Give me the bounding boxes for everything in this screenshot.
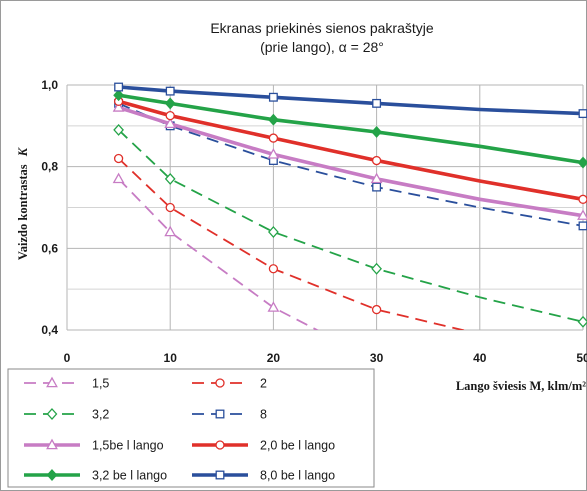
data-point-marker <box>114 82 124 92</box>
legend-swatch-marker <box>46 376 58 388</box>
legend-label: 1,5 <box>92 377 109 391</box>
data-point-marker <box>165 110 175 121</box>
data-point-marker <box>372 98 382 108</box>
series-1-5 <box>112 172 320 330</box>
chart-title-line-2: (prie lango), α = 28° <box>260 39 384 55</box>
legend-label: 3,2 <box>92 408 109 422</box>
x-axis-label: Lango šviesis M, klm/m² <box>456 379 586 393</box>
x-tick-label: 40 <box>473 351 487 365</box>
legend-label: 2,0 be l lango <box>260 439 335 453</box>
legend-label: 8 <box>260 408 267 422</box>
legend-label: 3,2 be l lango <box>92 469 167 483</box>
data-point-marker <box>268 92 278 102</box>
legend-swatch-marker <box>215 440 225 450</box>
legend-label: 8,0 be l lango <box>260 469 335 483</box>
legend-item: 3,2 be l lango <box>24 469 167 483</box>
y-axis-label: Vaizdo kontrastas K <box>16 146 30 260</box>
x-tick-label: 20 <box>267 351 281 365</box>
legend-item: 8,0 be l lango <box>192 469 335 483</box>
data-point-marker <box>268 226 279 238</box>
legend-item: 1,5be l lango <box>24 439 164 453</box>
plot-series <box>112 82 587 330</box>
axis-ticks: 0 10 20 30 40 50 0,4 0,6 0,8 1,0 <box>41 78 587 365</box>
data-point-marker <box>267 148 280 159</box>
legend-swatch-marker <box>46 438 58 450</box>
legend-item: 2 <box>192 377 267 391</box>
legend-box <box>7 368 375 488</box>
series-line <box>118 99 584 202</box>
y-tick-label: 0,4 <box>41 323 58 337</box>
data-point-marker <box>113 123 124 136</box>
x-tick-label: 0 <box>64 351 71 365</box>
legend-swatch-marker <box>46 408 58 420</box>
data-point-marker <box>577 209 587 220</box>
legend-swatch-marker <box>215 378 225 388</box>
legend-swatch-marker <box>215 470 225 480</box>
y-tick-label: 0,6 <box>41 241 58 255</box>
data-point-marker <box>577 315 587 328</box>
data-point-marker <box>164 117 177 129</box>
data-point-marker <box>113 89 124 102</box>
legend-label: 2 <box>260 377 267 391</box>
data-point-marker <box>268 133 279 143</box>
data-point-marker <box>578 194 587 204</box>
legend-item: 8 <box>192 408 267 422</box>
data-point-marker <box>268 264 279 274</box>
series-line <box>118 105 584 218</box>
series-3-2-be-l-lango <box>113 89 587 169</box>
y-tick-label: 1,0 <box>41 78 58 92</box>
data-point-marker <box>165 202 175 213</box>
series-line <box>117 129 584 323</box>
chart-title-line-1: Ekranas priekinės sienos pakraštyje <box>210 20 434 36</box>
y-tick-label: 0,8 <box>41 160 58 174</box>
y-axis-label-text: Vaizdo kontrastas <box>16 164 30 260</box>
data-point-marker <box>577 156 587 169</box>
data-point-marker <box>165 86 175 96</box>
data-point-marker <box>371 304 382 315</box>
legend-label: 1,5be l lango <box>92 439 164 453</box>
legend-swatch-marker <box>46 469 58 481</box>
legend-item: 2,0 be l lango <box>192 439 335 453</box>
legend-swatch-marker <box>215 409 225 419</box>
data-point-marker <box>267 301 280 312</box>
data-point-marker <box>371 155 382 166</box>
series-line <box>118 93 584 165</box>
x-tick-label: 30 <box>370 351 384 365</box>
data-point-marker <box>164 225 177 237</box>
y-axis-label-symbol: K <box>16 146 30 157</box>
series-line <box>117 178 320 330</box>
legend: 1,5 2 3,2 8 1,5be l lango 2,0 be l lango 3,2 b… <box>7 368 375 488</box>
data-point-marker <box>268 113 279 126</box>
data-point-marker <box>164 172 176 185</box>
data-point-marker <box>370 172 383 184</box>
series-line <box>118 85 584 116</box>
data-point-marker <box>371 125 382 138</box>
data-point-marker <box>372 182 382 192</box>
data-point-marker <box>578 109 587 119</box>
series-1-5be-l-lango <box>112 101 587 220</box>
x-tick-label: 50 <box>576 351 587 365</box>
data-point-marker <box>112 101 125 112</box>
series-3-2 <box>113 123 587 328</box>
data-point-marker <box>113 153 124 164</box>
legend-item: 3,2 <box>24 408 109 422</box>
legend-item: 1,5 <box>24 377 109 391</box>
data-point-marker <box>578 221 587 231</box>
data-point-marker <box>112 172 125 184</box>
series-2-0-be-l-lango <box>113 96 587 204</box>
x-tick-label: 10 <box>164 351 178 365</box>
data-point-marker <box>164 97 176 110</box>
data-point-marker <box>371 262 382 275</box>
series-2 <box>113 153 467 330</box>
series-8-0-be-l-lango <box>114 82 587 119</box>
